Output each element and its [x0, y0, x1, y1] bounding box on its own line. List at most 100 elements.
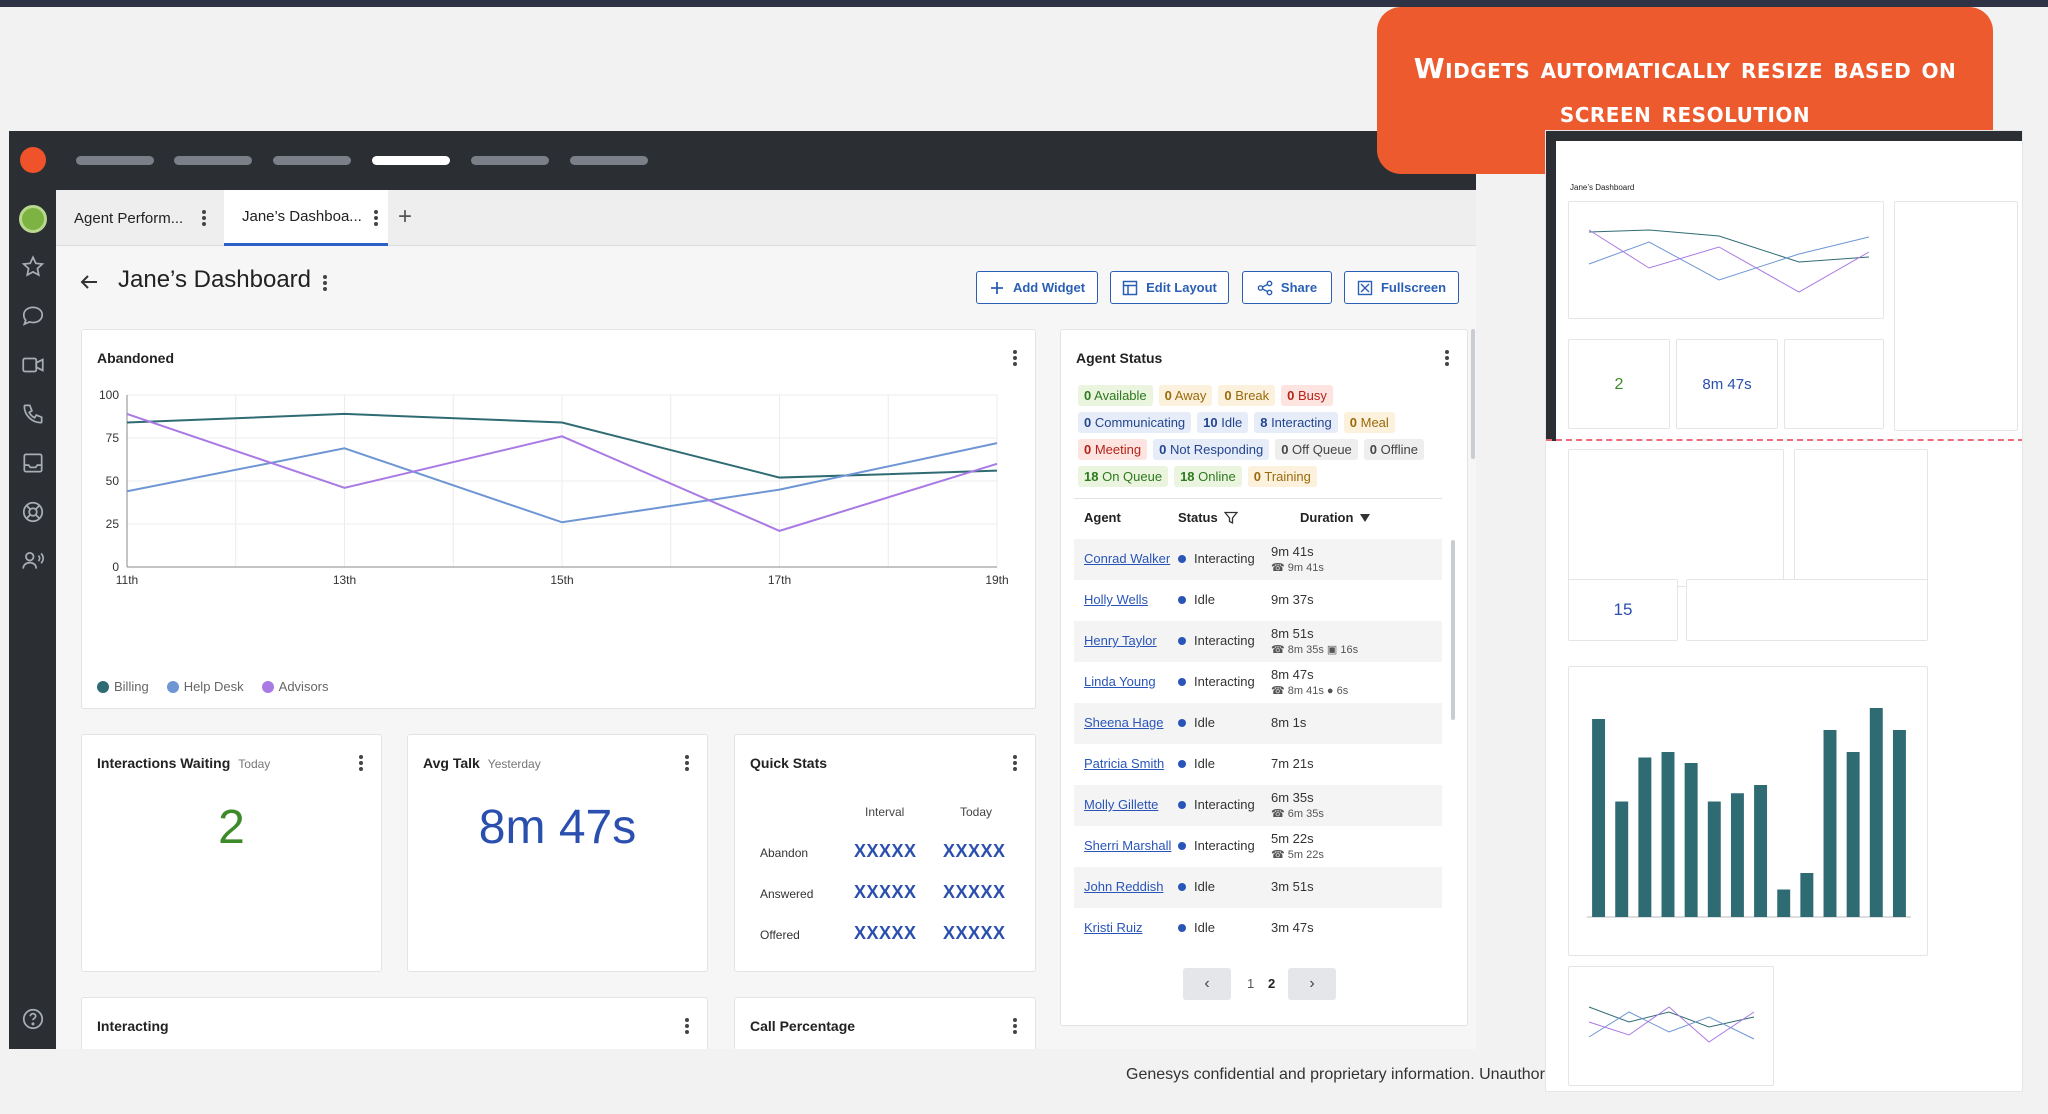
- status-badge-meal[interactable]: 0 Meal: [1343, 412, 1395, 433]
- mini-avg-talk-value: 8m 47s: [1702, 376, 1752, 393]
- mini-bar: [1707, 801, 1721, 917]
- widget-menu-icon[interactable]: [359, 755, 363, 771]
- interacting-widget: Interacting: [81, 997, 708, 1049]
- page-number[interactable]: 1: [1247, 976, 1255, 991]
- agent-name-link[interactable]: Patricia Smith: [1084, 756, 1165, 771]
- status-badge-break[interactable]: 0 Break: [1218, 385, 1276, 406]
- status-badge-idle[interactable]: 10 Idle: [1197, 412, 1249, 433]
- status-badge-not-responding[interactable]: 0 Not Responding: [1153, 439, 1270, 460]
- agent-name-link[interactable]: Sheena Hage: [1084, 715, 1164, 730]
- agent-name-link[interactable]: Molly Gillette: [1084, 797, 1159, 812]
- avatar[interactable]: [19, 205, 47, 233]
- agent-duration: 9m 41s ☎ 9m 41s: [1271, 544, 1324, 574]
- agent-name-link[interactable]: John Reddish: [1084, 879, 1164, 894]
- confidential-footer: Genesys confidential and proprietary inf…: [1126, 1066, 1546, 1083]
- badge-row: 18 On Queue 18 Online 0 Training: [1078, 466, 1458, 487]
- agent-duration-breakdown: ☎ 8m 35s ▣ 16s: [1271, 644, 1359, 656]
- help-icon[interactable]: [20, 1006, 46, 1032]
- table-scrollbar[interactable]: [1451, 540, 1455, 720]
- side-rail: [9, 190, 56, 1049]
- add-widget-button[interactable]: Add Widget: [976, 271, 1098, 304]
- status-badge-meeting[interactable]: 0 Meeting: [1078, 439, 1148, 460]
- x-tick-label: 15th: [550, 573, 573, 587]
- fold-line: [1546, 439, 2022, 441]
- agent-name-link[interactable]: Holly Wells: [1084, 592, 1149, 607]
- nav-pill[interactable]: [570, 156, 648, 165]
- table-row: Kristi Ruiz Idle 3m 47s: [1074, 908, 1442, 949]
- agent-duration-breakdown: ☎ 5m 22s: [1271, 849, 1324, 861]
- edit-layout-button[interactable]: Edit Layout: [1110, 271, 1229, 304]
- support-icon[interactable]: [20, 499, 46, 525]
- status-badge-interacting[interactable]: 8 Interacting: [1254, 412, 1338, 433]
- mini-bar: [1869, 708, 1883, 917]
- page-number-current[interactable]: 2: [1268, 976, 1276, 991]
- filter-icon[interactable]: [1223, 511, 1238, 525]
- status-badge-off-queue[interactable]: 0 Off Queue: [1275, 439, 1358, 460]
- agent-status-title: Agent Status: [1076, 350, 1163, 366]
- legend-item-help-desk[interactable]: Help Desk: [166, 679, 244, 694]
- agent-duration: 3m 47s: [1271, 920, 1314, 935]
- agent-name-link[interactable]: Linda Young: [1084, 674, 1156, 689]
- mini-bar: [1592, 719, 1606, 917]
- phone-icon[interactable]: [20, 401, 46, 427]
- series-line-advisors[interactable]: [126, 412, 998, 532]
- mini-call-percentage-card: [1794, 449, 1928, 587]
- agent-name-link[interactable]: Conrad Walker: [1084, 551, 1171, 566]
- widget-menu-icon[interactable]: [1445, 350, 1449, 366]
- agent-name-link[interactable]: Henry Taylor: [1084, 633, 1157, 648]
- dashboard-menu-icon[interactable]: [323, 275, 327, 291]
- col-status-header[interactable]: Status: [1178, 510, 1238, 525]
- badge-row: 0 Available 0 Away 0 Break 0 Busy: [1078, 385, 1458, 406]
- legend-label: Help Desk: [183, 679, 244, 694]
- widget-menu-icon[interactable]: [1013, 755, 1017, 771]
- status-badge-busy[interactable]: 0 Busy: [1281, 385, 1333, 406]
- status-badge-communicating[interactable]: 0 Communicating: [1078, 412, 1192, 433]
- status-badge-available[interactable]: 0 Available: [1078, 385, 1153, 406]
- series-line-billing[interactable]: [126, 412, 998, 479]
- nav-pill-active[interactable]: [372, 156, 450, 165]
- agent-status-value: Interacting: [1178, 838, 1255, 853]
- col-duration-header[interactable]: Duration: [1300, 510, 1371, 525]
- widget-menu-icon[interactable]: [1013, 350, 1017, 366]
- share-button[interactable]: Share: [1242, 271, 1332, 304]
- agent-status-value: Idle: [1178, 592, 1215, 607]
- next-page-button[interactable]: ›: [1288, 968, 1336, 1000]
- tab-agent-performance[interactable]: Agent Perform...: [56, 190, 216, 246]
- add-tab-button[interactable]: +: [397, 203, 412, 230]
- page-header: Jane’s Dashboard Add Widget Edit Layout …: [56, 246, 1476, 316]
- table-row: Sherri Marshall Interacting 5m 22s ☎ 5m 22s: [1074, 826, 1442, 867]
- star-icon[interactable]: [20, 254, 46, 280]
- legend-item-billing[interactable]: Billing: [97, 679, 149, 694]
- sort-desc-icon[interactable]: [1359, 513, 1371, 523]
- chat-icon[interactable]: [20, 303, 46, 329]
- nav-pill[interactable]: [471, 156, 549, 165]
- nav-pill[interactable]: [174, 156, 252, 165]
- tab-menu-icon[interactable]: [202, 210, 206, 226]
- inbox-icon[interactable]: [20, 450, 46, 476]
- tab-menu-icon[interactable]: [374, 210, 378, 226]
- callout-text: Widgets automatically resize based on sc…: [1413, 51, 1957, 129]
- page-scrollbar[interactable]: [1471, 329, 1475, 459]
- agent-name-link[interactable]: Kristi Ruiz: [1084, 920, 1143, 935]
- widget-menu-icon[interactable]: [685, 1018, 689, 1034]
- widget-menu-icon[interactable]: [1013, 1018, 1017, 1034]
- nav-pill[interactable]: [76, 156, 154, 165]
- back-arrow-icon[interactable]: [80, 274, 98, 290]
- status-badge-training[interactable]: 0 Training: [1247, 466, 1317, 487]
- legend-item-advisors[interactable]: Advisors: [261, 679, 329, 694]
- status-badge-on-queue[interactable]: 18 On Queue: [1078, 466, 1169, 487]
- status-badge-away[interactable]: 0 Away: [1158, 385, 1213, 406]
- divider: [1074, 498, 1442, 499]
- agent-name-link[interactable]: Sherri Marshall: [1084, 838, 1172, 853]
- prev-page-button[interactable]: ‹: [1183, 968, 1231, 1000]
- widget-menu-icon[interactable]: [685, 755, 689, 771]
- nav-pill[interactable]: [273, 156, 351, 165]
- tab-janes-dashboard[interactable]: Jane’s Dashboa...: [224, 190, 388, 246]
- status-badge-offline[interactable]: 0 Offline: [1363, 439, 1424, 460]
- status-badge-online[interactable]: 18 Online: [1174, 466, 1242, 487]
- table-row: Patricia Smith Idle 7m 21s: [1074, 744, 1442, 785]
- video-icon[interactable]: [20, 352, 46, 378]
- col-agent-header[interactable]: Agent: [1084, 510, 1121, 525]
- fullscreen-button[interactable]: Fullscreen: [1344, 271, 1459, 304]
- people-icon[interactable]: [20, 548, 46, 574]
